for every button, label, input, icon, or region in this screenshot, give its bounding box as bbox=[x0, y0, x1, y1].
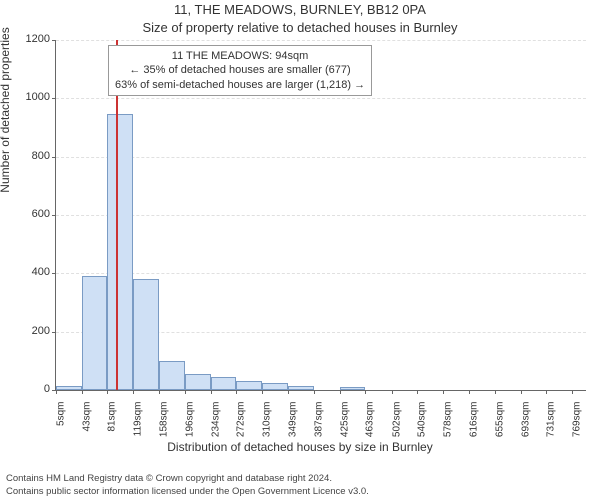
xtick-label: 310sqm bbox=[261, 402, 272, 452]
gridline bbox=[56, 273, 586, 274]
xtick-label: 502sqm bbox=[391, 402, 402, 452]
xtick-mark bbox=[495, 390, 496, 394]
ytick-label: 800 bbox=[10, 150, 50, 162]
xtick-label: 655sqm bbox=[494, 402, 505, 452]
xtick-mark bbox=[546, 390, 547, 394]
ytick-mark bbox=[52, 98, 56, 99]
annotation-line1: 11 THE MEADOWS: 94sqm bbox=[115, 49, 365, 63]
xtick-mark bbox=[56, 390, 57, 394]
histogram-bar bbox=[159, 361, 185, 390]
xtick-label: 349sqm bbox=[288, 402, 299, 452]
footer-line1: Contains HM Land Registry data © Crown c… bbox=[6, 473, 369, 485]
footer-line2: Contains public sector information licen… bbox=[6, 486, 369, 498]
xtick-label: 769sqm bbox=[571, 402, 582, 452]
xtick-label: 272sqm bbox=[236, 402, 247, 452]
annotation-line2: ← 35% of detached houses are smaller (67… bbox=[115, 63, 365, 77]
histogram-bar bbox=[133, 279, 159, 390]
xtick-label: 196sqm bbox=[184, 402, 195, 452]
ytick-label: 200 bbox=[10, 325, 50, 337]
histogram-bar bbox=[288, 386, 314, 390]
xtick-label: 119sqm bbox=[132, 402, 143, 452]
xtick-mark bbox=[572, 390, 573, 394]
ytick-mark bbox=[52, 215, 56, 216]
gridline bbox=[56, 215, 586, 216]
ytick-label: 0 bbox=[10, 383, 50, 395]
xtick-label: 5sqm bbox=[56, 402, 67, 452]
xtick-label: 387sqm bbox=[313, 402, 324, 452]
chart-subtitle: Size of property relative to detached ho… bbox=[0, 20, 600, 35]
ytick-label: 400 bbox=[10, 266, 50, 278]
histogram-bar bbox=[107, 114, 133, 390]
xtick-mark bbox=[288, 390, 289, 394]
xtick-mark bbox=[340, 390, 341, 394]
xtick-mark bbox=[236, 390, 237, 394]
histogram-bar bbox=[82, 276, 108, 390]
ytick-mark bbox=[52, 273, 56, 274]
xtick-label: 540sqm bbox=[417, 402, 428, 452]
chart-title: 11, THE MEADOWS, BURNLEY, BB12 0PA bbox=[0, 2, 600, 17]
xtick-label: 234sqm bbox=[210, 402, 221, 452]
ytick-label: 1000 bbox=[10, 91, 50, 103]
xtick-label: 425sqm bbox=[339, 402, 350, 452]
xtick-label: 43sqm bbox=[81, 402, 92, 452]
annotation-line3: 63% of semi-detached houses are larger (… bbox=[115, 78, 365, 92]
xtick-mark bbox=[521, 390, 522, 394]
ytick-label: 1200 bbox=[10, 33, 50, 45]
xtick-mark bbox=[107, 390, 108, 394]
xtick-mark bbox=[159, 390, 160, 394]
xtick-mark bbox=[262, 390, 263, 394]
ytick-mark bbox=[52, 157, 56, 158]
plot-area: 11 THE MEADOWS: 94sqm ← 35% of detached … bbox=[55, 40, 586, 391]
chart-container: 11, THE MEADOWS, BURNLEY, BB12 0PA Size … bbox=[0, 0, 600, 500]
xtick-label: 81sqm bbox=[107, 402, 118, 452]
gridline bbox=[56, 98, 586, 99]
xtick-mark bbox=[365, 390, 366, 394]
ytick-mark bbox=[52, 40, 56, 41]
histogram-bar bbox=[236, 381, 262, 390]
xtick-mark bbox=[443, 390, 444, 394]
gridline bbox=[56, 40, 586, 41]
xtick-mark bbox=[185, 390, 186, 394]
histogram-bar bbox=[56, 386, 82, 390]
xtick-label: 616sqm bbox=[468, 402, 479, 452]
xtick-label: 463sqm bbox=[365, 402, 376, 452]
xtick-label: 158sqm bbox=[159, 402, 170, 452]
gridline bbox=[56, 157, 586, 158]
annotation-box: 11 THE MEADOWS: 94sqm ← 35% of detached … bbox=[108, 45, 372, 96]
xtick-mark bbox=[469, 390, 470, 394]
xtick-mark bbox=[392, 390, 393, 394]
histogram-bar bbox=[185, 374, 211, 390]
attribution-footer: Contains HM Land Registry data © Crown c… bbox=[6, 473, 369, 498]
xtick-mark bbox=[133, 390, 134, 394]
histogram-bar bbox=[340, 387, 366, 390]
xtick-mark bbox=[314, 390, 315, 394]
xtick-mark bbox=[417, 390, 418, 394]
xtick-label: 693sqm bbox=[520, 402, 531, 452]
ytick-label: 600 bbox=[10, 208, 50, 220]
histogram-bar bbox=[262, 383, 288, 390]
xtick-mark bbox=[211, 390, 212, 394]
ytick-mark bbox=[52, 332, 56, 333]
xtick-label: 578sqm bbox=[442, 402, 453, 452]
xtick-label: 731sqm bbox=[546, 402, 557, 452]
xtick-mark bbox=[82, 390, 83, 394]
histogram-bar bbox=[211, 377, 237, 390]
